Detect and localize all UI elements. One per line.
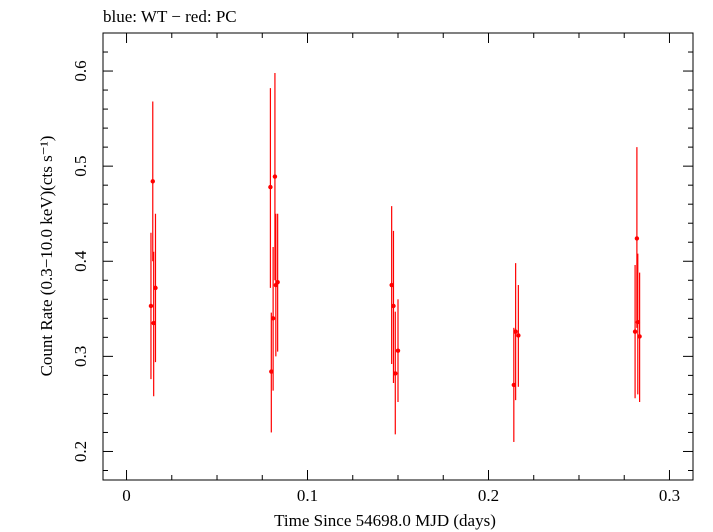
y-tick-label: 0.5 [71, 156, 90, 177]
data-point [275, 279, 280, 285]
y-tick-label: 0.4 [71, 250, 90, 272]
y-tick-label: 0.2 [71, 441, 90, 462]
x-tick-label: 0.3 [659, 486, 680, 505]
data-point [151, 320, 156, 326]
x-axis-title: Time Since 54698.0 MJD (days) [274, 511, 496, 530]
y-tick-label: 0.6 [71, 60, 90, 81]
data-point [148, 303, 154, 309]
data-series [148, 72, 642, 442]
data-point [268, 184, 273, 190]
data-point [393, 371, 398, 376]
data-point [395, 348, 401, 353]
chart-title: blue: WT − red: PC [103, 7, 237, 26]
y-axis: 0.2 0.3 0.4 0.5 0.6 [71, 32, 693, 471]
plot-frame [102, 32, 694, 481]
data-point [269, 369, 274, 374]
data-point [272, 174, 278, 179]
data-point [516, 333, 521, 338]
y-axis-title: Count Rate (0.3−10.0 keV)(cts s⁻¹) [37, 136, 56, 377]
data-point [511, 382, 517, 388]
x-tick-label: 0.1 [297, 486, 318, 505]
x-tick-label: 0.2 [478, 486, 499, 505]
data-point [391, 303, 396, 309]
data-point [632, 329, 638, 334]
data-point [389, 282, 394, 288]
data-point [513, 329, 518, 334]
data-point [153, 285, 158, 291]
data-point [270, 316, 276, 321]
x-tick-label: 0 [122, 486, 131, 505]
data-point [637, 334, 642, 339]
data-point [635, 319, 641, 325]
data-point [634, 236, 640, 241]
x-axis: 0 0.1 0.2 0.3 [122, 33, 680, 505]
y-tick-label: 0.3 [71, 346, 90, 367]
data-point [150, 179, 155, 184]
